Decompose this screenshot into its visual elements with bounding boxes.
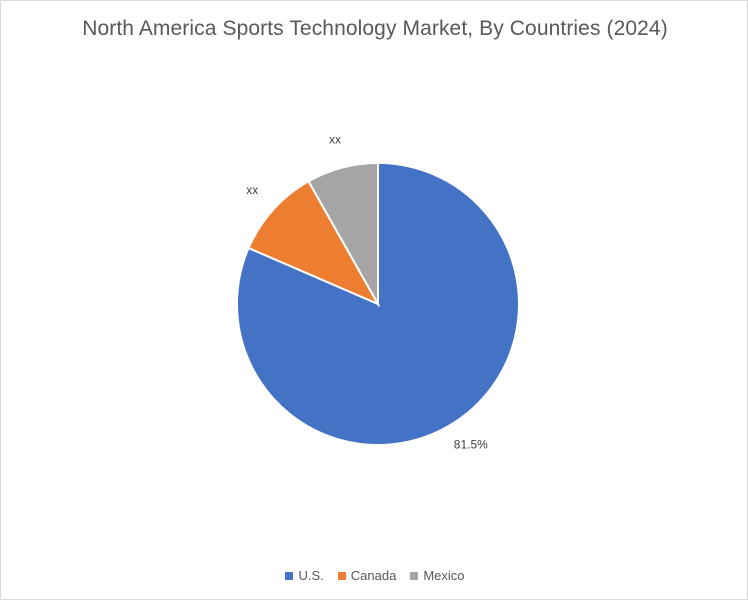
legend-swatch-us xyxy=(285,571,294,580)
data-label-us: 81.5% xyxy=(454,437,488,451)
legend-item-canada: Canada xyxy=(337,568,397,583)
legend-label-canada: Canada xyxy=(350,568,397,583)
chart-title: North America Sports Technology Market, … xyxy=(82,17,668,40)
legend-item-mexico: Mexico xyxy=(410,568,465,583)
legend-swatch-canada xyxy=(337,571,346,580)
data-label-canada: xx xyxy=(246,183,258,197)
legend-swatch-mexico xyxy=(410,571,419,580)
legend: U.S. Canada Mexico xyxy=(1,568,748,583)
legend-label-us: U.S. xyxy=(298,568,324,583)
legend-label-mexico: Mexico xyxy=(423,568,465,583)
pie-slice-mexico xyxy=(307,161,379,308)
data-label-mexico: xx xyxy=(329,133,341,147)
legend-item-us: U.S. xyxy=(285,568,324,583)
pie-slice-canada xyxy=(247,179,381,307)
